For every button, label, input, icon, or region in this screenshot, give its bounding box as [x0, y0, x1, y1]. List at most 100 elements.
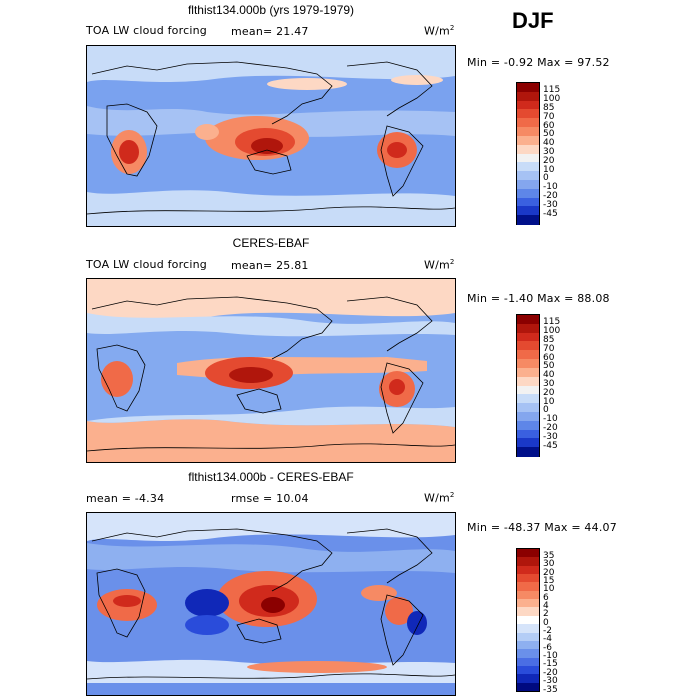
colorbar-tick-label: 70 [543, 343, 555, 354]
colorbar-tick-label: 0 [543, 405, 549, 416]
colorbar-swatch [517, 429, 539, 439]
colorbar-tick-label: 20 [543, 387, 555, 398]
colorbar-tick-label: 100 [543, 326, 561, 337]
units-label: W/m2 [424, 491, 455, 505]
colorbar-tick-label: -35 [543, 684, 558, 695]
colorbar-tick-label: 30 [543, 147, 555, 157]
colorbar-tick-label: -10 [543, 414, 558, 425]
colorbar-swatch [517, 447, 539, 457]
colorbar-tick-label: -4 [543, 634, 552, 645]
colorbar-swatch [517, 179, 539, 190]
colorbar-tick-label: 100 [543, 94, 561, 105]
colorbar-tick-label: -15 [543, 659, 558, 670]
colorbar-swatch [517, 632, 539, 642]
colorbar-swatch [517, 315, 539, 325]
colorbar-swatch [517, 367, 539, 378]
units-label: W/m2 [424, 24, 455, 38]
min-max: Min = -0.92 Max = 97.52 [467, 56, 610, 69]
colorbar-tick-label: 20 [543, 567, 555, 578]
colorbar-swatch [517, 135, 539, 146]
colorbar-tick-label: 115 [543, 85, 561, 96]
colorbar-tick-label: 30 [543, 379, 555, 389]
colorbar-swatch [517, 350, 539, 360]
colorbar-tick-label: -6 [543, 642, 552, 653]
colorbar-swatch [517, 624, 539, 634]
colorbar-tick-label: 40 [543, 138, 555, 149]
colorbar-swatch [517, 674, 539, 684]
colorbar-tick-label: 60 [543, 120, 555, 131]
colorbar-tick-label: -45 [543, 440, 558, 451]
colorbar-tick-label: 6 [543, 592, 549, 603]
colorbar-swatch [517, 403, 539, 413]
colorbar-tick-label: 40 [543, 370, 555, 381]
colorbar-tick-label: 2 [543, 609, 549, 620]
map-field [87, 46, 455, 226]
colorbar-swatch [517, 376, 539, 386]
colorbar-tick-label: 10 [543, 584, 555, 595]
mean-value: mean = -4.34 [86, 492, 165, 505]
colorbar-swatch [517, 109, 539, 119]
colorbar-swatch [517, 127, 539, 137]
map-field [87, 513, 455, 695]
colorbar-tick-label: 10 [543, 396, 555, 407]
colorbar-tick-label: -30 [543, 199, 558, 210]
colorbar-swatch [517, 171, 539, 181]
colorbar-swatch [517, 574, 539, 583]
colorbar-swatch [517, 91, 539, 102]
units-label: W/m2 [424, 258, 455, 272]
colorbar-swatch [517, 359, 539, 369]
colorbar-swatch [517, 153, 539, 163]
colorbar-swatch [517, 438, 539, 448]
colorbar-swatch [517, 323, 539, 334]
mean-value: mean= 21.47 [231, 25, 309, 38]
colorbar-swatch [517, 83, 539, 93]
colorbar-swatch [517, 206, 539, 216]
colorbar [516, 314, 540, 457]
colorbar-swatch [517, 649, 539, 659]
colorbar-swatch [517, 607, 539, 617]
colorbar-swatch [517, 665, 539, 675]
map-field [87, 279, 455, 462]
colorbar-swatch [517, 640, 539, 650]
colorbar-swatch [517, 118, 539, 128]
colorbar-swatch [517, 557, 539, 567]
colorbar-tick-label: -30 [543, 676, 558, 687]
colorbar-tick-label: 50 [543, 129, 555, 140]
colorbar-swatch [517, 565, 539, 575]
world-map [86, 45, 456, 227]
colorbar-tick-label: 85 [543, 334, 555, 345]
colorbar-swatch [517, 162, 539, 172]
colorbar-swatch [517, 682, 539, 692]
min-max: Min = -48.37 Max = 44.07 [467, 521, 617, 534]
colorbar-swatch [517, 411, 539, 422]
colorbar-tick-label: 70 [543, 111, 555, 122]
colorbar-tick-label: -45 [543, 208, 558, 219]
colorbar-swatch [517, 215, 539, 225]
colorbar-swatch [517, 341, 539, 351]
colorbar-swatch [517, 590, 539, 600]
world-map [86, 512, 456, 696]
colorbar-swatch [517, 615, 539, 625]
colorbar-tick-label: -10 [543, 651, 558, 662]
colorbar-swatch [517, 188, 539, 199]
colorbar-tick-label: 115 [543, 317, 561, 328]
mean-value: mean= 25.81 [231, 259, 309, 272]
season-label: DJF [512, 8, 554, 33]
min-max: Min = -1.40 Max = 88.08 [467, 292, 610, 305]
colorbar-tick-label: -20 [543, 191, 558, 202]
field-label: TOA LW cloud forcing [86, 24, 207, 37]
colorbar-swatch [517, 657, 539, 667]
colorbar-tick-label: 0 [543, 173, 549, 184]
colorbar [516, 82, 540, 225]
rmse-value: rmse = 10.04 [231, 492, 309, 505]
colorbar-tick-label: 50 [543, 361, 555, 372]
panel-title: flthist134.000b - CERES-EBAF [188, 470, 354, 484]
colorbar-tick-label: -20 [543, 423, 558, 434]
colorbar-tick-label: -10 [543, 182, 558, 193]
colorbar-swatch [517, 420, 539, 431]
colorbar-tick-label: 30 [543, 559, 555, 570]
colorbar-tick-label: 15 [543, 575, 555, 586]
colorbar-swatch [517, 385, 539, 395]
field-label: TOA LW cloud forcing [86, 258, 207, 271]
colorbar [516, 548, 540, 692]
